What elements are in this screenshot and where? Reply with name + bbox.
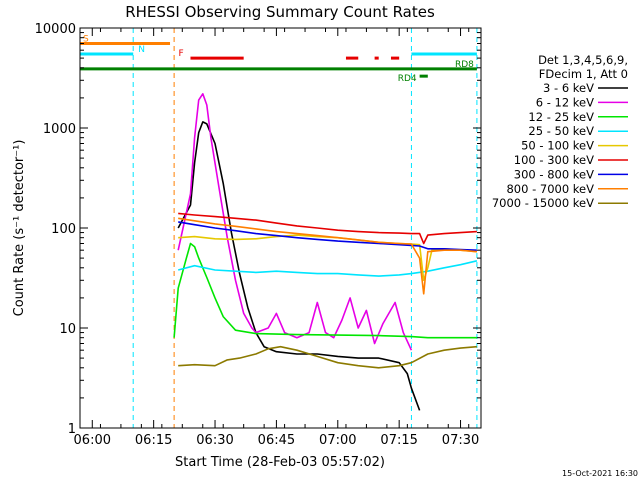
- y-axis-label: Count Rate (s⁻¹ detector⁻¹): [12, 140, 27, 317]
- flag-label-rd8: RD8: [455, 60, 474, 70]
- x-tick-label: 06:15: [135, 433, 172, 448]
- y-tick-label: 10000: [35, 22, 76, 37]
- series-line-8: [178, 345, 477, 369]
- legend-label: 3 - 6 keV: [543, 81, 594, 95]
- legend-label: 800 - 7000 keV: [506, 182, 594, 196]
- series-line-5: [178, 212, 477, 245]
- legend-label: 25 - 50 keV: [528, 124, 594, 138]
- legend-label: 7000 - 15000 keV: [492, 196, 594, 210]
- x-axis-label: Start Time (28-Feb-03 05:57:02): [175, 455, 385, 470]
- flag-label-s: S: [83, 34, 89, 44]
- y-axis: 1 10 100 1000 10000: [35, 22, 481, 437]
- y-tick-label: 1000: [43, 122, 76, 137]
- y-tick-label: 10: [59, 322, 76, 337]
- legend-label: 50 - 100 keV: [521, 139, 594, 153]
- plot-frame: [79, 27, 482, 429]
- legend-label: 12 - 25 keV: [528, 110, 594, 124]
- series-line-6: [178, 221, 477, 251]
- legend-header-line-1: Det 1,3,4,5,6,9,: [538, 53, 628, 67]
- x-tick-label: 07:15: [380, 433, 417, 448]
- x-tick-label: 07:00: [319, 433, 356, 448]
- x-tick-label: 06:45: [258, 433, 295, 448]
- flag-label-rd4: RD4: [398, 74, 417, 84]
- series-line-7: [178, 217, 477, 295]
- legend-label: 300 - 800 keV: [514, 167, 594, 181]
- legend: Det 1,3,4,5,6,9, FDecim 1, Att 0 3 - 6 k…: [492, 53, 628, 210]
- flag-label-f: F: [178, 49, 183, 59]
- legend-label: 100 - 300 keV: [514, 153, 594, 167]
- footer-timestamp: 15-Oct-2021 16:30: [562, 469, 638, 478]
- flag-label-n: N: [138, 45, 145, 55]
- legend-label: 6 - 12 keV: [536, 95, 594, 109]
- y-tick-label: 100: [51, 222, 76, 237]
- x-tick-label: 07:30: [442, 433, 479, 448]
- x-axis: 06:00 06:15 06:30 06:45 07:00 07:15 07:30: [74, 28, 479, 448]
- flag-layer: S N F RD8 RD4: [80, 28, 478, 428]
- series-line-3: [177, 260, 478, 277]
- chart-title: RHESSI Observing Summary Count Rates: [125, 3, 435, 21]
- y-tick-label: 1: [68, 422, 76, 437]
- x-tick-label: 06:00: [74, 433, 111, 448]
- series-line-1: [177, 93, 413, 351]
- legend-header-line-2: FDecim 1, Att 0: [539, 67, 628, 81]
- x-tick-label: 06:30: [196, 433, 233, 448]
- series-line-2: [173, 242, 477, 339]
- series-layer: [173, 93, 478, 411]
